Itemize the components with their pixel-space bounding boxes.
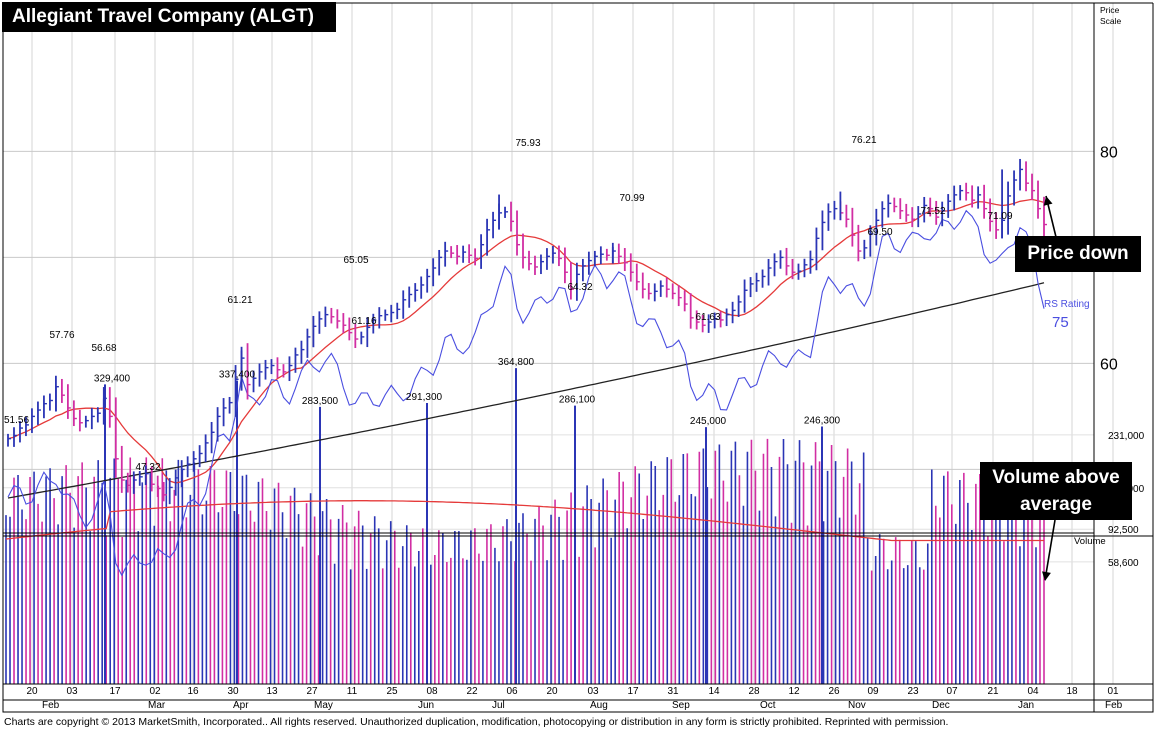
x-week-label-8: 11 bbox=[347, 686, 358, 697]
volume-tick-2: 92,500 bbox=[1108, 525, 1139, 536]
x-week-label-15: 17 bbox=[627, 686, 639, 697]
x-week-label-22: 23 bbox=[907, 686, 919, 697]
price-annotation-75-93: 75.93 bbox=[515, 138, 540, 149]
price-annotation-64-32: 64.32 bbox=[567, 282, 592, 293]
volume-callout-arrow bbox=[1044, 519, 1056, 581]
volume-annotation-0: 329,400 bbox=[94, 373, 131, 384]
x-axis-month-band bbox=[2, 699, 1154, 713]
x-month-label-jan-11: Jan bbox=[1018, 700, 1034, 711]
x-axis-week-band bbox=[2, 683, 1154, 701]
x-week-label-18: 28 bbox=[748, 686, 760, 697]
moving-average-lines bbox=[7, 198, 1045, 577]
price-annotation-76-21: 76.21 bbox=[851, 135, 876, 146]
volume-annotation-1: 337,400 bbox=[219, 370, 256, 381]
x-week-label-20: 26 bbox=[828, 686, 840, 697]
volume-axis-title: Volume bbox=[1074, 536, 1106, 547]
volume-bars bbox=[5, 368, 1045, 684]
copyright-footer: Charts are copyright © 2013 MarketSmith,… bbox=[4, 716, 949, 728]
price-tick-80: 80 bbox=[1100, 144, 1118, 161]
x-month-label-feb-0: Feb bbox=[42, 700, 60, 711]
price-annotation-70-99: 70.99 bbox=[619, 193, 644, 204]
volume-average-line bbox=[5, 500, 1044, 542]
x-month-label-oct-8: Oct bbox=[760, 700, 776, 711]
x-week-label-16: 31 bbox=[667, 686, 679, 697]
x-week-label-12: 06 bbox=[506, 686, 518, 697]
x-week-label-11: 22 bbox=[466, 686, 478, 697]
x-week-label-5: 30 bbox=[227, 686, 239, 697]
price-callout-arrowhead bbox=[1043, 196, 1053, 206]
x-month-label-jul-5: Jul bbox=[492, 700, 505, 711]
x-month-label-dec-10: Dec bbox=[932, 700, 950, 711]
volume-above-average-callout: Volume above average bbox=[980, 462, 1132, 520]
volume-tick-3: 58,600 bbox=[1108, 558, 1139, 569]
ma-50-day-line bbox=[7, 198, 1045, 484]
price-annotation-47-32: 47.32 bbox=[135, 462, 160, 473]
price-annotation-69-50: 69.50 bbox=[867, 227, 892, 238]
x-week-label-13: 20 bbox=[546, 686, 558, 697]
price-annotation-61-63: 61.63 bbox=[695, 312, 720, 323]
x-week-label-17: 14 bbox=[708, 686, 720, 697]
volume-annotation-7: 246,300 bbox=[804, 415, 841, 426]
x-week-label-1: 03 bbox=[66, 686, 78, 697]
x-month-label-may-3: May bbox=[314, 700, 333, 711]
price-panel-frame bbox=[2, 2, 1095, 534]
x-week-label-26: 18 bbox=[1066, 686, 1078, 697]
volume-annotation-3: 291,300 bbox=[406, 392, 443, 403]
volume-tick-0: 231,000 bbox=[1108, 431, 1145, 442]
x-month-label-sep-7: Sep bbox=[672, 700, 690, 711]
volume-annotation-2: 283,500 bbox=[302, 396, 339, 407]
grid bbox=[3, 3, 1114, 684]
x-week-label-7: 27 bbox=[306, 686, 318, 697]
x-week-label-24: 21 bbox=[987, 686, 999, 697]
x-week-label-6: 13 bbox=[266, 686, 278, 697]
x-week-label-3: 02 bbox=[149, 686, 161, 697]
x-week-label-2: 17 bbox=[109, 686, 121, 697]
x-month-label-jun-4: Jun bbox=[418, 700, 434, 711]
x-week-label-10: 08 bbox=[426, 686, 438, 697]
price-tick-60: 60 bbox=[1100, 356, 1118, 373]
x-week-label-9: 25 bbox=[386, 686, 398, 697]
volume-annotation-4: 364,800 bbox=[498, 357, 535, 368]
price-scale-title-line2: Scale bbox=[1100, 16, 1122, 26]
price-annotation-56-68: 56.68 bbox=[91, 343, 116, 354]
price-down-callout: Price down bbox=[1015, 236, 1141, 272]
price-bars bbox=[7, 158, 1047, 505]
rs-rating-value: 75 bbox=[1052, 314, 1069, 331]
x-week-label-21: 09 bbox=[867, 686, 879, 697]
x-week-label-25: 04 bbox=[1027, 686, 1039, 697]
price-annotation-51-56: 51.56 bbox=[4, 415, 29, 426]
volume-annotation-6: 245,000 bbox=[690, 416, 727, 427]
x-week-label-19: 12 bbox=[788, 686, 800, 697]
chart-title: Allegiant Travel Company (ALGT) bbox=[2, 2, 336, 32]
x-week-label-0: 20 bbox=[26, 686, 38, 697]
x-month-label-nov-9: Nov bbox=[848, 700, 866, 711]
volume-annotation-5: 286,100 bbox=[559, 395, 596, 406]
price-annotation-65-05: 65.05 bbox=[343, 255, 368, 266]
price-annotation-57-76: 57.76 bbox=[49, 330, 74, 341]
x-month-label-apr-2: Apr bbox=[233, 700, 249, 711]
price-annotation-61-16: 61.16 bbox=[351, 316, 376, 327]
rs-line bbox=[7, 209, 1045, 577]
x-week-label-4: 16 bbox=[187, 686, 199, 697]
volume-callout-arrowhead bbox=[1042, 571, 1051, 581]
price-annotation-61-21: 61.21 bbox=[227, 295, 252, 306]
chart-labels: 51.56 57.76 56.68 47.32 61.21 65.05 61.16 75.93… bbox=[4, 5, 1145, 711]
x-month-label-aug-6: Aug bbox=[590, 700, 608, 711]
x-month-label-feb-12: Feb bbox=[1105, 700, 1123, 711]
price-annotation-71-09: 71.09 bbox=[987, 211, 1012, 222]
price-scale-title-line1: Price bbox=[1100, 5, 1120, 15]
x-week-label-14: 03 bbox=[587, 686, 599, 697]
x-week-label-27: 01 bbox=[1107, 686, 1119, 697]
rs-rating-label: RS Rating bbox=[1044, 299, 1090, 310]
price-annotation-71-52: 71.52 bbox=[920, 206, 945, 217]
x-week-label-23: 07 bbox=[946, 686, 958, 697]
x-month-label-mar-1: Mar bbox=[148, 700, 166, 711]
ma-200-day-line bbox=[7, 282, 1045, 499]
